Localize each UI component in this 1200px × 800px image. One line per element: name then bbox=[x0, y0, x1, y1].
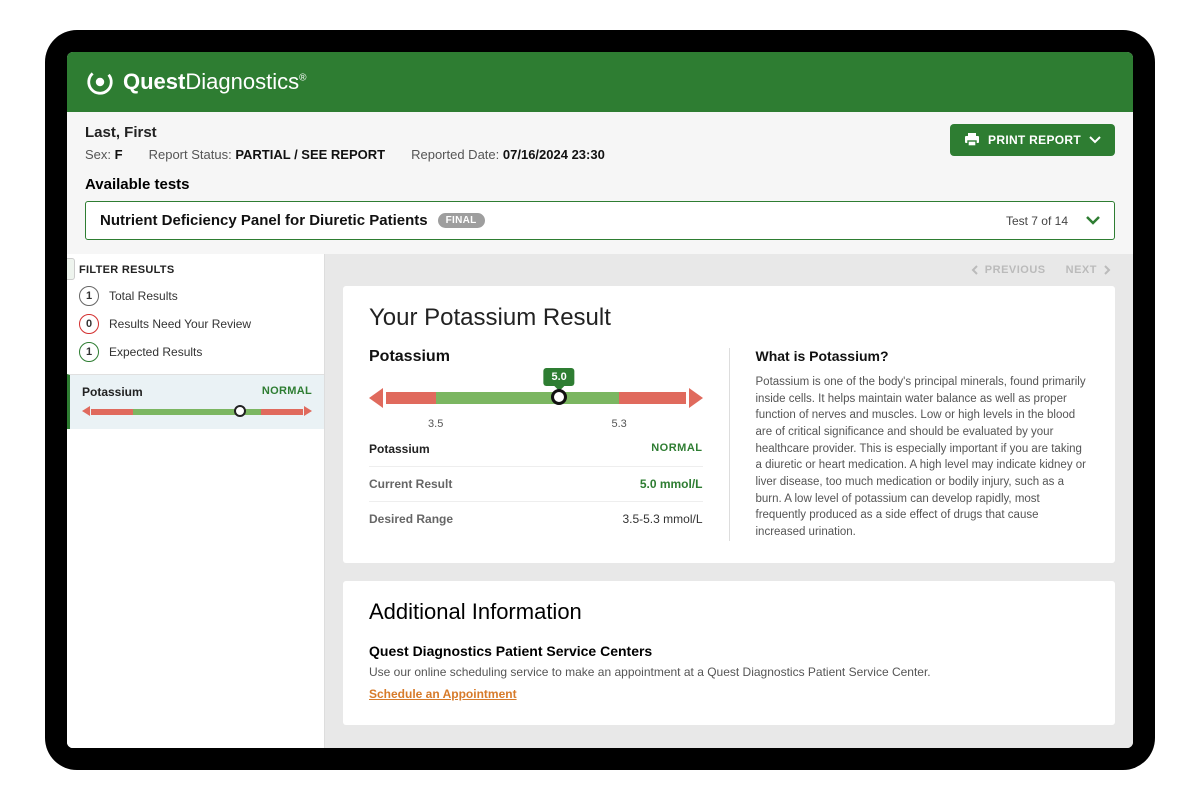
selected-test-name: Nutrient Deficiency Panel for Diuretic P… bbox=[100, 212, 428, 229]
result-left-column: Potassium 5.0 3.5 bbox=[369, 348, 729, 541]
result-card-title: Your Potassium Result bbox=[369, 304, 1089, 332]
range-bar: 5.0 bbox=[369, 380, 703, 414]
tick-high: 5.3 bbox=[611, 418, 626, 430]
print-report-button[interactable]: PRINT REPORT bbox=[950, 124, 1115, 156]
result-card: Your Potassium Result Potassium 5.0 bbox=[343, 286, 1115, 563]
logo-text: QuestDiagnostics® bbox=[123, 69, 306, 95]
analyte-name: Potassium bbox=[369, 348, 703, 366]
review-count: 0 bbox=[79, 314, 99, 334]
value-marker bbox=[551, 389, 567, 405]
expected-count: 1 bbox=[79, 342, 99, 362]
sex-value: F bbox=[115, 147, 123, 162]
total-count: 1 bbox=[79, 286, 99, 306]
info-title: What is Potassium? bbox=[756, 348, 1090, 364]
reported-label: Reported Date: bbox=[411, 147, 499, 162]
filter-review[interactable]: 0 Results Need Your Review bbox=[67, 310, 324, 338]
next-button[interactable]: NEXT bbox=[1066, 264, 1111, 276]
content-column: PREVIOUS NEXT Your Potassium Result Pota… bbox=[325, 254, 1133, 748]
brand-logo[interactable]: QuestDiagnostics® bbox=[85, 67, 306, 97]
sidebar-result-status: NORMAL bbox=[262, 385, 312, 399]
main-area: FILTER RESULTS 1 Total Results 0 Results… bbox=[67, 254, 1133, 748]
print-label: PRINT REPORT bbox=[988, 133, 1081, 147]
sidebar-mini-range-bar bbox=[82, 407, 312, 417]
status-value: PARTIAL / SEE REPORT bbox=[235, 147, 385, 162]
test-counter: Test 7 of 14 bbox=[1006, 214, 1068, 228]
additional-title: Additional Information bbox=[369, 599, 1089, 625]
device-frame: QuestDiagnostics® Last, First Sex: F Rep… bbox=[45, 30, 1155, 770]
value-tooltip: 5.0 bbox=[543, 368, 574, 386]
filter-sidebar: FILTER RESULTS 1 Total Results 0 Results… bbox=[67, 254, 325, 748]
range-arrow-left-icon bbox=[369, 388, 383, 408]
sidebar-result-item[interactable]: Potassium NORMAL bbox=[67, 374, 324, 429]
logo-mark-icon bbox=[85, 67, 115, 97]
printer-icon bbox=[964, 133, 980, 147]
available-tests-heading: Available tests bbox=[85, 176, 1115, 193]
additional-desc: Use our online scheduling service to mak… bbox=[369, 665, 1089, 679]
mini-marker bbox=[234, 405, 246, 417]
screen: QuestDiagnostics® Last, First Sex: F Rep… bbox=[67, 52, 1133, 748]
tick-low: 3.5 bbox=[428, 418, 443, 430]
sidebar-result-name: Potassium bbox=[82, 385, 143, 399]
filter-expected[interactable]: 1 Expected Results bbox=[67, 338, 324, 366]
result-nav: PREVIOUS NEXT bbox=[343, 254, 1115, 286]
sex-label: Sex: bbox=[85, 147, 111, 162]
chevron-down-icon bbox=[1086, 216, 1100, 226]
chevron-down-icon bbox=[1089, 136, 1101, 144]
row-current: Current Result 5.0 mmol/L bbox=[369, 467, 703, 502]
previous-button[interactable]: PREVIOUS bbox=[971, 264, 1046, 276]
row-status: Potassium NORMAL bbox=[369, 432, 703, 467]
reported-value: 07/16/2024 23:30 bbox=[503, 147, 605, 162]
mini-arrow-right-icon bbox=[304, 406, 312, 416]
review-label: Results Need Your Review bbox=[109, 317, 251, 331]
test-selector[interactable]: Nutrient Deficiency Panel for Diuretic P… bbox=[85, 201, 1115, 240]
filter-heading: FILTER RESULTS bbox=[67, 254, 324, 282]
range-ticks: 3.5 5.3 bbox=[369, 418, 703, 432]
result-right-column: What is Potassium? Potassium is one of t… bbox=[729, 348, 1090, 541]
range-arrow-right-icon bbox=[689, 388, 703, 408]
chevron-right-icon bbox=[1103, 265, 1111, 275]
status-label: Report Status: bbox=[149, 147, 232, 162]
top-bar: QuestDiagnostics® bbox=[67, 52, 1133, 112]
expected-label: Expected Results bbox=[109, 345, 202, 359]
row-range: Desired Range 3.5-5.3 mmol/L bbox=[369, 502, 703, 536]
final-badge: FINAL bbox=[438, 213, 485, 228]
filter-total[interactable]: 1 Total Results bbox=[67, 282, 324, 310]
sidebar-collapse-handle[interactable] bbox=[67, 258, 75, 280]
patient-meta: Last, First Sex: F Report Status: PARTIA… bbox=[67, 112, 1133, 162]
additional-info-card: Additional Information Quest Diagnostics… bbox=[343, 581, 1115, 725]
total-label: Total Results bbox=[109, 289, 178, 303]
schedule-appointment-link[interactable]: Schedule an Appointment bbox=[369, 687, 517, 701]
chevron-left-icon bbox=[971, 265, 979, 275]
info-text: Potassium is one of the body's principal… bbox=[756, 374, 1090, 541]
additional-sub: Quest Diagnostics Patient Service Center… bbox=[369, 643, 1089, 659]
mini-arrow-left-icon bbox=[82, 406, 90, 416]
